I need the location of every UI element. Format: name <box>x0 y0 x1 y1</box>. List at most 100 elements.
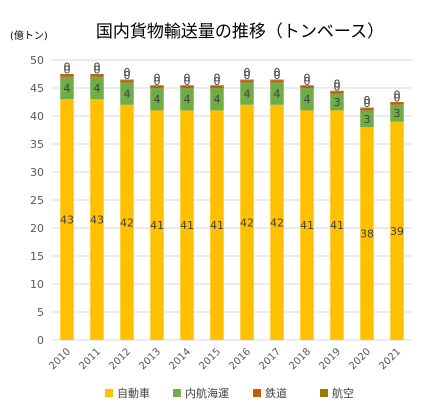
data-label: 0 <box>334 77 341 90</box>
data-label: 4 <box>304 93 311 106</box>
legend-swatch <box>173 389 181 397</box>
bar-segment <box>270 104 284 340</box>
data-label: 0 <box>274 66 281 79</box>
legend: 自動車 内航海運 鉄道 航空 <box>105 386 354 400</box>
data-label: 4 <box>214 93 221 106</box>
data-label: 4 <box>154 93 161 106</box>
bar-segment <box>240 80 254 83</box>
bar-segment <box>270 80 284 83</box>
data-label: 43 <box>60 214 74 227</box>
data-label: 4 <box>184 93 191 106</box>
bar-segment <box>330 91 344 94</box>
data-label: 43 <box>90 214 104 227</box>
y-tick-label: 45 <box>30 82 44 95</box>
x-tick-label: 2019 <box>317 346 343 372</box>
bar-segment <box>150 110 164 341</box>
data-label: 0 <box>214 75 221 88</box>
data-label: 41 <box>330 219 344 232</box>
data-label: 0 <box>94 64 101 77</box>
data-label: 0 <box>64 64 71 77</box>
bar-segment <box>120 82 134 105</box>
data-label: 3 <box>394 107 401 120</box>
data-label: 0 <box>124 66 131 79</box>
x-tick-label: 2014 <box>167 346 193 372</box>
legend-swatch <box>105 389 113 397</box>
legend-label: 自動車 <box>117 386 150 400</box>
data-label: 0 <box>394 92 401 105</box>
chart-title: 国内貨物輸送量の推移（トンベース） <box>96 22 384 42</box>
bar-segment <box>360 110 374 128</box>
y-tick-label: 50 <box>30 54 44 67</box>
y-tick-label: 40 <box>30 110 44 123</box>
bar-segment <box>390 104 404 122</box>
data-label: 0 <box>154 72 161 85</box>
bar-segment <box>150 88 164 111</box>
data-label: 0 <box>64 61 71 74</box>
y-axis-unit-label: (億トン) <box>10 29 48 42</box>
data-label: 41 <box>210 219 224 232</box>
bar-segment <box>270 79 284 81</box>
bar-segment <box>390 102 404 105</box>
data-label: 0 <box>364 97 371 110</box>
bar-segment <box>210 88 224 111</box>
y-tick-label: 0 <box>37 334 44 347</box>
data-label: 0 <box>214 72 221 85</box>
x-tick-label: 2013 <box>137 346 163 372</box>
bar-segment <box>300 85 314 88</box>
y-tick-label: 10 <box>30 278 44 291</box>
y-axis-tick-labels: 0 5 10 15 20 25 30 35 40 45 50 <box>30 54 44 347</box>
bar-segment <box>210 85 224 86</box>
bars <box>60 73 404 341</box>
legend-label: 航空 <box>332 386 354 400</box>
data-label: 4 <box>244 88 251 101</box>
bar-segment <box>300 110 314 341</box>
data-label: 42 <box>240 216 254 229</box>
data-label: 4 <box>124 88 131 101</box>
bar-segment <box>90 99 104 340</box>
data-label: 4 <box>94 82 101 95</box>
data-labels: 4340043400424004140041400414004240042400… <box>60 61 404 241</box>
x-tick-label: 2021 <box>377 346 403 372</box>
legend-label: 鉄道 <box>265 386 287 400</box>
gridlines <box>52 59 412 341</box>
data-label: 38 <box>360 228 374 241</box>
bar-segment <box>120 80 134 83</box>
y-tick-label: 5 <box>37 306 44 319</box>
bar-segment <box>240 104 254 340</box>
bar-segment <box>360 108 374 111</box>
data-label: 0 <box>274 69 281 82</box>
data-label: 42 <box>270 216 284 229</box>
bar-segment <box>330 110 344 341</box>
bar-segment <box>360 107 374 109</box>
bar-segment <box>150 85 164 88</box>
data-label: 0 <box>304 75 311 88</box>
y-tick-label: 20 <box>30 222 44 235</box>
bar-segment <box>180 85 194 86</box>
y-tick-label: 30 <box>30 166 44 179</box>
legend-swatch <box>253 389 261 397</box>
bar-segment <box>150 85 164 86</box>
x-tick-label: 2010 <box>47 346 73 372</box>
data-label: 0 <box>184 72 191 85</box>
bar-segment <box>60 73 74 75</box>
x-tick-label: 2018 <box>287 346 313 372</box>
x-tick-label: 2017 <box>257 346 283 372</box>
data-label: 0 <box>304 72 311 85</box>
data-label: 42 <box>120 216 134 229</box>
bar-segment <box>360 127 374 340</box>
bar-segment <box>90 73 104 75</box>
bar-segment <box>390 121 404 340</box>
data-label: 39 <box>390 225 404 238</box>
bar-segment <box>60 99 74 340</box>
bar-segment <box>90 76 104 100</box>
data-label: 0 <box>124 69 131 82</box>
data-label: 0 <box>394 89 401 102</box>
data-label: 0 <box>154 75 161 88</box>
x-tick-label: 2016 <box>227 346 253 372</box>
data-label: 0 <box>364 94 371 107</box>
bar-segment <box>180 88 194 111</box>
bar-segment <box>60 74 74 77</box>
data-label: 41 <box>300 219 314 232</box>
